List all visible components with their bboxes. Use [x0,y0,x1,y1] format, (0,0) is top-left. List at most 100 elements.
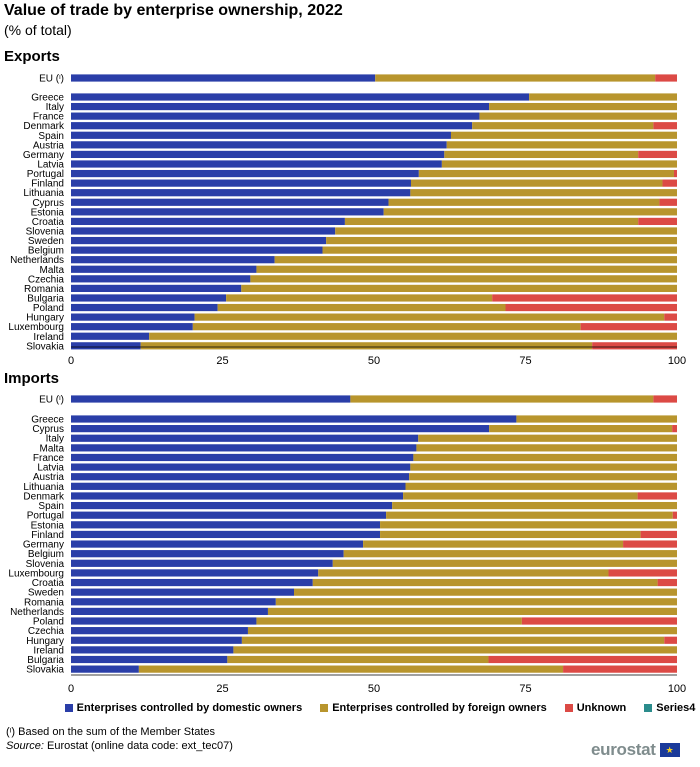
bar-imports-foreign-italy [418,434,677,442]
bar-exports-domestic-romania [71,284,242,292]
bar-exports-domestic-hungary [71,313,195,321]
bar-imports-foreign-belgium [343,550,677,558]
bar-exports-foreign-greece [529,93,677,101]
bar-imports-foreign-greece [516,415,677,423]
bar-imports-foreign-portugal [386,511,673,519]
bar-exports-domestic-ireland [71,332,150,340]
legend-label-series4: Series4 [656,702,696,714]
bar-imports-unknown-bulgaria [488,655,677,664]
bar-imports-unknown-luxembourg [608,569,677,577]
legend-item-series4[interactable]: Series4 [644,702,695,714]
category-label-imports-croatia: Croatia [32,578,65,589]
bar-exports-domestic-bulgaria [71,294,227,302]
bar-exports-foreign-sweden [326,236,677,245]
bar-exports-foreign-slovenia [335,227,677,235]
category-label-imports-ireland: Ireland [33,645,64,656]
x-tick-label-exports-50: 50 [368,355,380,367]
bar-imports-foreign-denmark [403,492,638,500]
bar-imports-domestic-italy [71,434,419,442]
bar-exports-unknown-slovakia [592,342,677,350]
bar-imports-domestic-sweden [71,588,295,596]
bar-imports-foreign-bulgaria [227,655,489,664]
legend-swatch-series4 [644,704,653,712]
bar-exports-foreign-lithuania [410,189,677,197]
legend-item-domestic[interactable]: Enterprises controlled by domestic owner… [64,702,302,714]
category-label-imports-romania: Romania [24,597,64,608]
bar-imports-unknown-slovakia [563,665,677,673]
bar-exports-domestic-denmark [71,122,473,130]
bar-imports-foreign-eu [350,395,654,403]
bar-exports-foreign-netherlands [274,256,677,264]
bar-exports-domestic-slovakia [71,342,141,350]
bar-exports-unknown-denmark [653,122,677,130]
bar-imports-foreign-luxembourg [318,569,609,577]
source-note: Source: Eurostat (online data code: ext_… [6,740,233,752]
bar-imports-foreign-netherlands [267,607,677,615]
bar-exports-domestic-estonia [71,208,384,216]
category-label-exports-france: France [33,112,65,123]
bar-imports-domestic-malta [71,444,417,452]
bar-exports-foreign-estonia [383,208,677,216]
bar-imports-foreign-czechia [247,627,677,635]
bar-imports-domestic-greece [71,415,517,423]
bar-exports-domestic-france [71,112,480,120]
bar-exports-domestic-spain [71,131,451,139]
bar-imports-foreign-slovenia [332,559,677,567]
chart-subtitle: (% of total) [4,22,72,38]
category-label-exports-poland: Poland [33,303,64,314]
bar-imports-foreign-malta [416,444,677,452]
bar-exports-foreign-czechia [250,275,677,283]
bar-exports-foreign-croatia [344,217,639,226]
legend-label-foreign: Enterprises controlled by foreign owners [332,702,547,714]
category-label-exports-ireland: Ireland [33,332,64,343]
source-label: Source: [6,740,44,752]
category-label-imports-eu: EU (ᶦ) [39,395,64,406]
legend-swatch-unknown [564,704,573,712]
category-label-imports-netherlands: Netherlands [10,607,64,618]
bar-imports-foreign-hungary [241,636,665,644]
bar-exports-domestic-croatia [71,217,345,226]
bar-exports-unknown-croatia [638,217,677,226]
bar-imports-domestic-denmark [71,492,404,500]
category-label-imports-italy: Italy [46,434,64,445]
bar-exports-foreign-romania [241,284,678,292]
bar-imports-unknown-portugal [672,511,677,519]
category-label-exports-slovakia: Slovakia [26,341,64,352]
bar-exports-foreign-denmark [472,122,654,130]
bar-exports-domestic-belgium [71,246,323,254]
x-tick-label-imports-100: 100 [668,683,686,695]
bar-exports-domestic-eu [71,74,376,82]
bar-exports-domestic-sweden [71,236,327,245]
bar-imports-domestic-lithuania [71,482,406,490]
bar-imports-domestic-hungary [71,636,242,644]
category-label-exports-latvia: Latvia [37,159,64,170]
category-label-exports-germany: Germany [23,150,64,161]
category-label-imports-finland: Finland [31,530,64,541]
bar-imports-unknown-finland [640,530,677,539]
bar-imports-unknown-croatia [657,578,677,587]
bar-exports-foreign-belgium [322,246,677,254]
bar-imports-foreign-france [413,453,677,462]
bar-exports-foreign-cyprus [388,198,660,206]
category-label-exports-luxembourg: Luxembourg [8,322,64,333]
bar-exports-unknown-luxembourg [580,323,677,331]
category-label-exports-hungary: Hungary [26,313,64,324]
bar-imports-domestic-eu [71,395,351,403]
category-label-exports-denmark: Denmark [23,121,65,132]
bar-exports-domestic-greece [71,93,530,101]
bar-exports-foreign-austria [446,141,677,149]
bar-imports-unknown-denmark [637,492,677,500]
category-label-exports-austria: Austria [33,140,65,151]
legend-item-unknown[interactable]: Unknown [564,702,626,714]
category-label-imports-cyprus: Cyprus [32,424,64,435]
bar-exports-foreign-spain [450,131,677,139]
category-label-imports-denmark: Denmark [23,491,65,502]
bar-exports-domestic-netherlands [71,256,275,264]
category-label-exports-estonia: Estonia [31,207,65,218]
category-label-exports-portugal: Portugal [27,169,64,180]
legend-item-foreign[interactable]: Enterprises controlled by foreign owners [320,702,547,714]
x-tick-label-exports-75: 75 [519,355,531,367]
bar-exports-unknown-finland [662,179,677,187]
bar-exports-foreign-italy [489,102,677,111]
